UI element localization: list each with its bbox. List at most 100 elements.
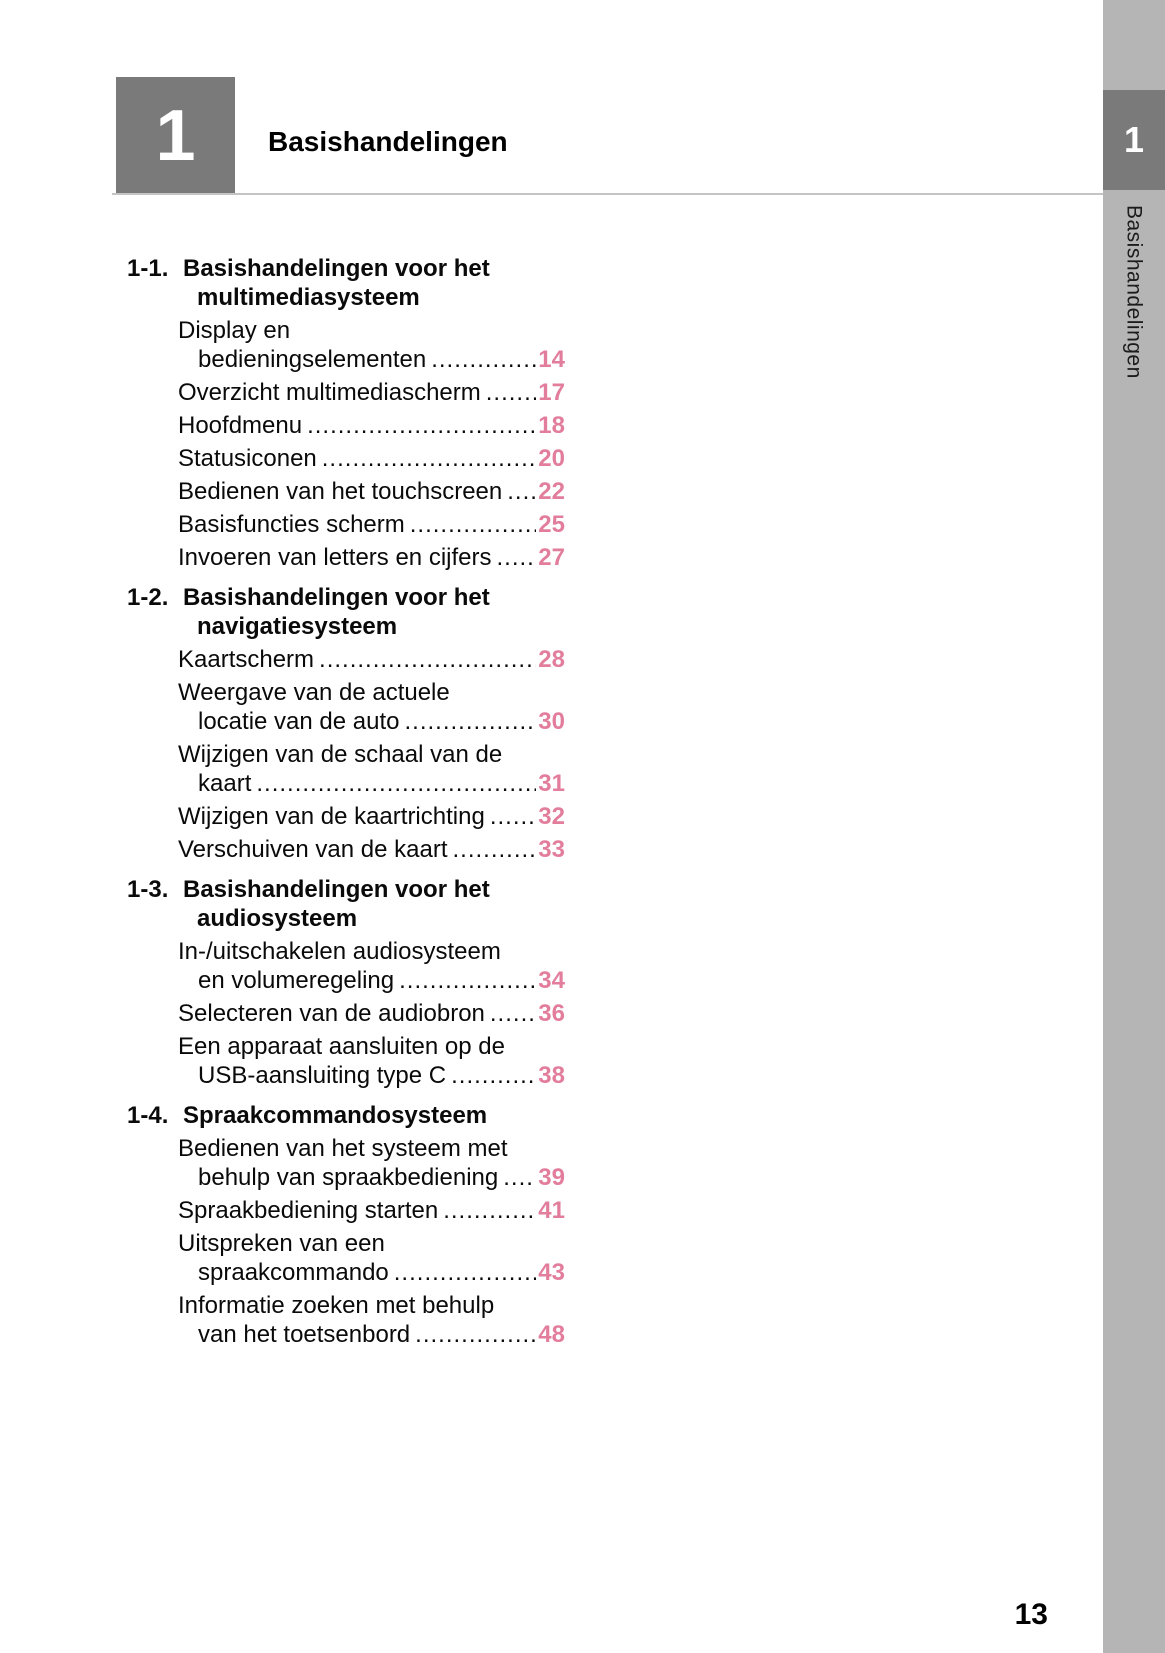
toc-entry-text: Basisfuncties scherm	[178, 511, 405, 538]
toc-entry[interactable]: Wijzigen van de schaal van de kaart......…	[178, 740, 565, 798]
toc-dot-leader: ........................................…	[319, 646, 536, 673]
toc-section-title-line: Basishandelingen voor het	[183, 876, 490, 903]
toc-entry[interactable]: In-/uitschakelen audiosysteem en volumere…	[178, 937, 565, 995]
toc-page-number[interactable]: 36	[538, 1000, 565, 1027]
toc-dot-leader: ........................................…	[393, 1259, 537, 1286]
toc-entry[interactable]: Statusiconen............................…	[178, 444, 565, 473]
toc-entry-text: USB-aansluiting type C	[198, 1062, 447, 1089]
toc-page-number[interactable]: 41	[538, 1197, 565, 1224]
toc-entry[interactable]: Weergave van de actuele locatie van de au…	[178, 678, 565, 736]
toc-entry[interactable]: Display en bedieningselementen...........…	[178, 316, 565, 374]
toc-section-title-line: audiosysteem	[197, 905, 358, 932]
toc-page-number[interactable]: 31	[538, 770, 565, 797]
toc-page-number[interactable]: 33	[538, 836, 565, 863]
toc-entry-text: Wijzigen van de kaartrichting	[178, 803, 485, 830]
sidebar-chapter-number: 1	[1123, 119, 1145, 160]
toc-section: 1-1. Basishandelingen voor het multimedias…	[127, 254, 565, 572]
toc-dot-leader: ........................................…	[496, 544, 537, 571]
toc-section-number: 1-2.	[127, 584, 169, 611]
toc-entry-row: kaart...................................…	[198, 769, 565, 798]
toc-page-number[interactable]: 34	[538, 967, 565, 994]
toc-entry-row: Spraakbediening starten.................…	[178, 1196, 565, 1225]
toc-entry-row: locatie van de auto.....................…	[198, 707, 565, 736]
toc-section: 1-3. Basishandelingen voor het audiosystee…	[127, 875, 565, 1090]
toc-entry[interactable]: Informatie zoeken met behulp van het toet…	[178, 1291, 565, 1349]
sidebar-chapter-label: Basishandelingen	[1122, 205, 1146, 379]
toc-entry-text: bedieningselementen	[198, 346, 427, 373]
toc-entry[interactable]: Selecteren van de audiobron.............…	[178, 999, 565, 1028]
toc: 1-1. Basishandelingen voor het multimedias…	[127, 243, 565, 1349]
toc-entry[interactable]: Wijzigen van de kaartrichting...........…	[178, 802, 565, 831]
toc-entry-row: Hoofdmenu...............................…	[178, 411, 565, 440]
toc-dot-leader: ........................................…	[321, 445, 537, 472]
toc-section-number: 1-4.	[127, 1102, 169, 1129]
toc-section-number: 1-1.	[127, 255, 169, 282]
toc-entry[interactable]: Bedienen van het systeem met behulp van s…	[178, 1134, 565, 1192]
toc-entry-text: behulp van spraakbediening	[198, 1164, 499, 1191]
toc-page-number[interactable]: 39	[538, 1164, 565, 1191]
toc-entry-text: van het toetsenbord	[198, 1321, 411, 1348]
toc-section: 1-4. Spraakcommandosysteem Bedienen van he…	[127, 1101, 565, 1349]
toc-entry[interactable]: Verschuiven van de kaart................…	[178, 835, 565, 864]
toc-entry-row: behulp van spraakbediening..............…	[198, 1163, 565, 1192]
header-divider	[112, 193, 1103, 195]
toc-section-title-line: Basishandelingen voor het	[183, 584, 490, 611]
toc-entry-text: Overzicht multimediascherm	[178, 379, 481, 406]
toc-entry-text: Invoeren van letters en cijfers	[178, 544, 492, 571]
toc-entry-row: spraakcommando..........................…	[198, 1258, 565, 1287]
toc-page-number[interactable]: 17	[538, 379, 565, 406]
toc-entry-row: en volumeregeling.......................…	[198, 966, 565, 995]
toc-entry[interactable]: Overzicht multimediascherm..............…	[178, 378, 565, 407]
toc-entry[interactable]: Een apparaat aansluiten op de USB-aanslui…	[178, 1032, 565, 1090]
toc-entry-row: van het toetsenbord.....................…	[198, 1320, 565, 1349]
chapter-number-box: 1	[116, 77, 235, 194]
toc-entry-row: Selecteren van de audiobron.............…	[178, 999, 565, 1028]
toc-entry-text: locatie van de auto	[198, 708, 400, 735]
toc-entry[interactable]: Kaartscherm.............................…	[178, 645, 565, 674]
toc-dot-leader: ........................................…	[307, 412, 537, 439]
toc-dot-leader: ........................................…	[489, 803, 536, 830]
toc-entry[interactable]: Bedienen van het touchscreen............…	[178, 477, 565, 506]
toc-page-number[interactable]: 27	[538, 544, 565, 571]
toc-dot-leader: ........................................…	[404, 708, 536, 735]
toc-dot-leader: ........................................…	[443, 1197, 536, 1224]
toc-entry-text: Spraakbediening starten	[178, 1197, 439, 1224]
toc-entry-text: Selecteren van de audiobron	[178, 1000, 485, 1027]
toc-page-number[interactable]: 43	[538, 1259, 565, 1286]
toc-dot-leader: ........................................…	[256, 770, 536, 797]
toc-section-title: Basishandelingen voor het audiosysteem	[183, 875, 565, 933]
toc-dot-leader: ........................................…	[485, 379, 537, 406]
toc-section-heading: 1-4. Spraakcommandosysteem	[127, 1101, 565, 1130]
toc-entry-row: Verschuiven van de kaart................…	[178, 835, 565, 864]
toc-entry-row: Basisfuncties scherm....................…	[178, 510, 565, 539]
toc-entry[interactable]: Invoeren van letters en cijfers.........…	[178, 543, 565, 572]
toc-entry-text: Uitspreken van een	[178, 1230, 385, 1257]
toc-entry[interactable]: Spraakbediening starten.................…	[178, 1196, 565, 1225]
toc-dot-leader: ........................................…	[399, 967, 536, 994]
toc-entry-text: en volumeregeling	[198, 967, 395, 994]
toc-entry-text: Wijzigen van de schaal van de	[178, 741, 503, 768]
toc-page-number[interactable]: 30	[538, 708, 565, 735]
toc-page-number[interactable]: 28	[538, 646, 565, 673]
toc-page-number[interactable]: 38	[538, 1062, 565, 1089]
toc-page-number[interactable]: 25	[538, 511, 565, 538]
toc-page-number[interactable]: 18	[538, 412, 565, 439]
toc-entry[interactable]: Basisfuncties scherm....................…	[178, 510, 565, 539]
toc-page-number[interactable]: 48	[538, 1321, 565, 1348]
toc-page-number[interactable]: 20	[538, 445, 565, 472]
toc-page-number[interactable]: 22	[538, 478, 565, 505]
sidebar-chapter-tab[interactable]: 1	[1103, 90, 1165, 190]
toc-dot-leader: ........................................…	[415, 1321, 537, 1348]
toc-section-title-line: Basishandelingen voor het	[183, 255, 490, 282]
toc-dot-leader: ........................................…	[503, 1164, 536, 1191]
toc-entry-text: Hoofdmenu	[178, 412, 303, 439]
toc-entry-text: kaart	[198, 770, 252, 797]
toc-entry[interactable]: Uitspreken van een spraakcommando........…	[178, 1229, 565, 1287]
toc-dot-leader: ........................................…	[452, 836, 537, 863]
toc-page-number[interactable]: 14	[538, 346, 565, 373]
toc-dot-leader: ........................................…	[451, 1062, 536, 1089]
toc-entry[interactable]: Hoofdmenu...............................…	[178, 411, 565, 440]
toc-entry-text: Een apparaat aansluiten op de	[178, 1033, 505, 1060]
toc-page-number[interactable]: 32	[538, 803, 565, 830]
